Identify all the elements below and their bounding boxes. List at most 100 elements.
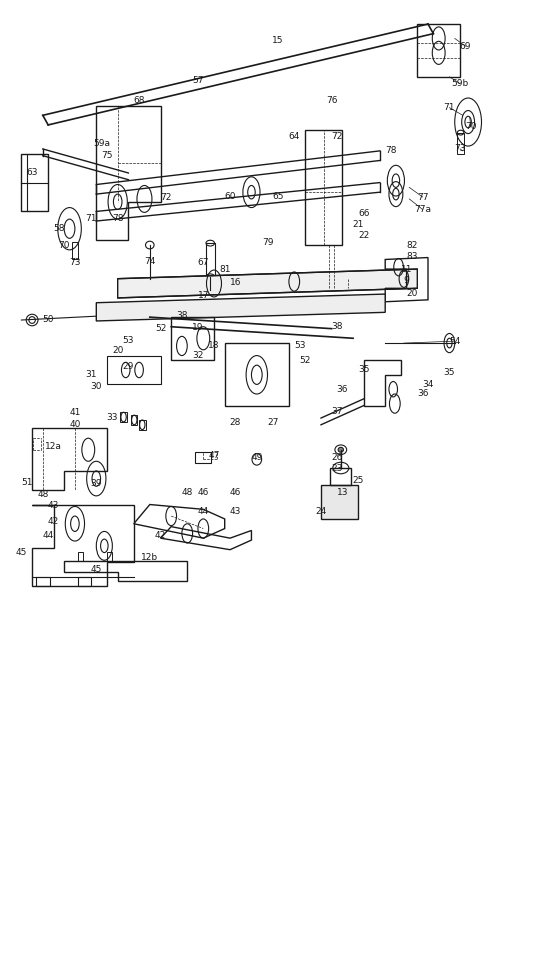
Text: 46: 46 bbox=[230, 488, 241, 498]
Text: 40: 40 bbox=[69, 420, 81, 430]
Text: 33: 33 bbox=[106, 412, 118, 422]
Bar bbox=[36, 577, 50, 586]
Text: 25: 25 bbox=[353, 476, 364, 485]
Text: 23: 23 bbox=[331, 463, 343, 473]
Polygon shape bbox=[96, 294, 385, 321]
Bar bbox=[457, 133, 464, 154]
Text: 48: 48 bbox=[181, 488, 193, 498]
Text: 60: 60 bbox=[224, 191, 236, 201]
Text: 63: 63 bbox=[26, 168, 38, 178]
Bar bbox=[107, 552, 112, 561]
Text: 49: 49 bbox=[251, 453, 263, 462]
Text: 22: 22 bbox=[358, 231, 370, 240]
Text: 53: 53 bbox=[294, 341, 305, 351]
Text: 21: 21 bbox=[353, 220, 364, 230]
Text: 68: 68 bbox=[133, 96, 145, 106]
Text: 64: 64 bbox=[288, 132, 300, 141]
Text: 67: 67 bbox=[197, 258, 209, 267]
Ellipse shape bbox=[338, 447, 343, 452]
Text: 38: 38 bbox=[176, 310, 188, 320]
Text: 77a: 77a bbox=[414, 205, 431, 214]
Bar bbox=[305, 130, 342, 245]
Text: 57: 57 bbox=[192, 76, 204, 86]
Text: 43: 43 bbox=[48, 501, 59, 510]
Text: 52: 52 bbox=[299, 356, 311, 365]
Text: 78: 78 bbox=[385, 146, 396, 156]
Text: 59a: 59a bbox=[93, 138, 110, 148]
Bar bbox=[78, 552, 83, 561]
Text: 50: 50 bbox=[42, 314, 54, 324]
Text: 24: 24 bbox=[315, 506, 327, 516]
Text: 11: 11 bbox=[401, 264, 412, 274]
Bar bbox=[321, 485, 358, 519]
Text: 71: 71 bbox=[85, 213, 97, 223]
Bar bbox=[139, 420, 146, 430]
Text: 39: 39 bbox=[90, 479, 102, 488]
Text: 77: 77 bbox=[417, 192, 429, 202]
Text: 54: 54 bbox=[449, 336, 461, 346]
Text: 19: 19 bbox=[192, 323, 204, 333]
Text: 27: 27 bbox=[267, 418, 279, 428]
Text: 70: 70 bbox=[465, 122, 477, 132]
Text: 32: 32 bbox=[192, 351, 204, 360]
Text: 34: 34 bbox=[422, 380, 434, 389]
Text: 47: 47 bbox=[208, 451, 220, 460]
Text: 73: 73 bbox=[454, 144, 466, 154]
Text: 52: 52 bbox=[155, 324, 166, 333]
Text: 29: 29 bbox=[123, 361, 134, 371]
Text: 18: 18 bbox=[208, 341, 220, 351]
Text: 37: 37 bbox=[331, 407, 343, 416]
Text: 71: 71 bbox=[444, 103, 455, 112]
Text: 76: 76 bbox=[326, 96, 338, 106]
Text: 20: 20 bbox=[112, 346, 124, 356]
Text: 69: 69 bbox=[460, 41, 471, 51]
Text: 46: 46 bbox=[197, 488, 209, 498]
Text: 35: 35 bbox=[358, 365, 370, 375]
Text: 72: 72 bbox=[331, 132, 343, 141]
Text: 79: 79 bbox=[262, 237, 273, 247]
Text: 48: 48 bbox=[37, 490, 49, 500]
Bar bbox=[195, 452, 211, 463]
Bar bbox=[417, 24, 460, 77]
Text: 36: 36 bbox=[337, 384, 348, 394]
Text: 28: 28 bbox=[230, 418, 241, 428]
Text: 13: 13 bbox=[337, 488, 348, 498]
Bar bbox=[225, 343, 289, 406]
Text: 30: 30 bbox=[90, 382, 102, 391]
Text: 78: 78 bbox=[112, 213, 124, 223]
Text: 20: 20 bbox=[406, 288, 418, 298]
Text: 15: 15 bbox=[272, 36, 284, 45]
Bar bbox=[330, 468, 351, 485]
Text: 42: 42 bbox=[48, 517, 59, 527]
Bar bbox=[131, 415, 137, 425]
Text: 75: 75 bbox=[101, 151, 113, 160]
Text: 16: 16 bbox=[230, 278, 241, 287]
Text: 53: 53 bbox=[123, 335, 134, 345]
Text: 83: 83 bbox=[406, 252, 418, 261]
Text: 73: 73 bbox=[69, 258, 81, 267]
Text: 59b: 59b bbox=[452, 79, 469, 88]
Polygon shape bbox=[118, 269, 417, 298]
Text: 35: 35 bbox=[444, 368, 455, 378]
Text: 26: 26 bbox=[331, 453, 343, 462]
Text: 45: 45 bbox=[90, 565, 102, 575]
Text: 17: 17 bbox=[197, 291, 209, 301]
Text: 42: 42 bbox=[155, 530, 166, 540]
Text: 82: 82 bbox=[406, 240, 418, 250]
Text: 70: 70 bbox=[58, 240, 70, 250]
Text: 65: 65 bbox=[272, 191, 284, 201]
Text: 36: 36 bbox=[417, 388, 429, 398]
Text: 66: 66 bbox=[358, 209, 370, 218]
Text: 72: 72 bbox=[160, 193, 172, 203]
Text: 58: 58 bbox=[53, 224, 65, 234]
Text: 44: 44 bbox=[197, 506, 209, 516]
Text: 81: 81 bbox=[219, 264, 231, 274]
Text: 45: 45 bbox=[16, 548, 27, 557]
Bar bbox=[120, 412, 127, 422]
Text: 44: 44 bbox=[42, 530, 54, 540]
Text: 31: 31 bbox=[85, 370, 97, 380]
Text: 12b: 12b bbox=[141, 553, 158, 562]
Bar bbox=[171, 317, 214, 360]
Text: 12a: 12a bbox=[45, 442, 62, 452]
Bar bbox=[78, 577, 91, 586]
